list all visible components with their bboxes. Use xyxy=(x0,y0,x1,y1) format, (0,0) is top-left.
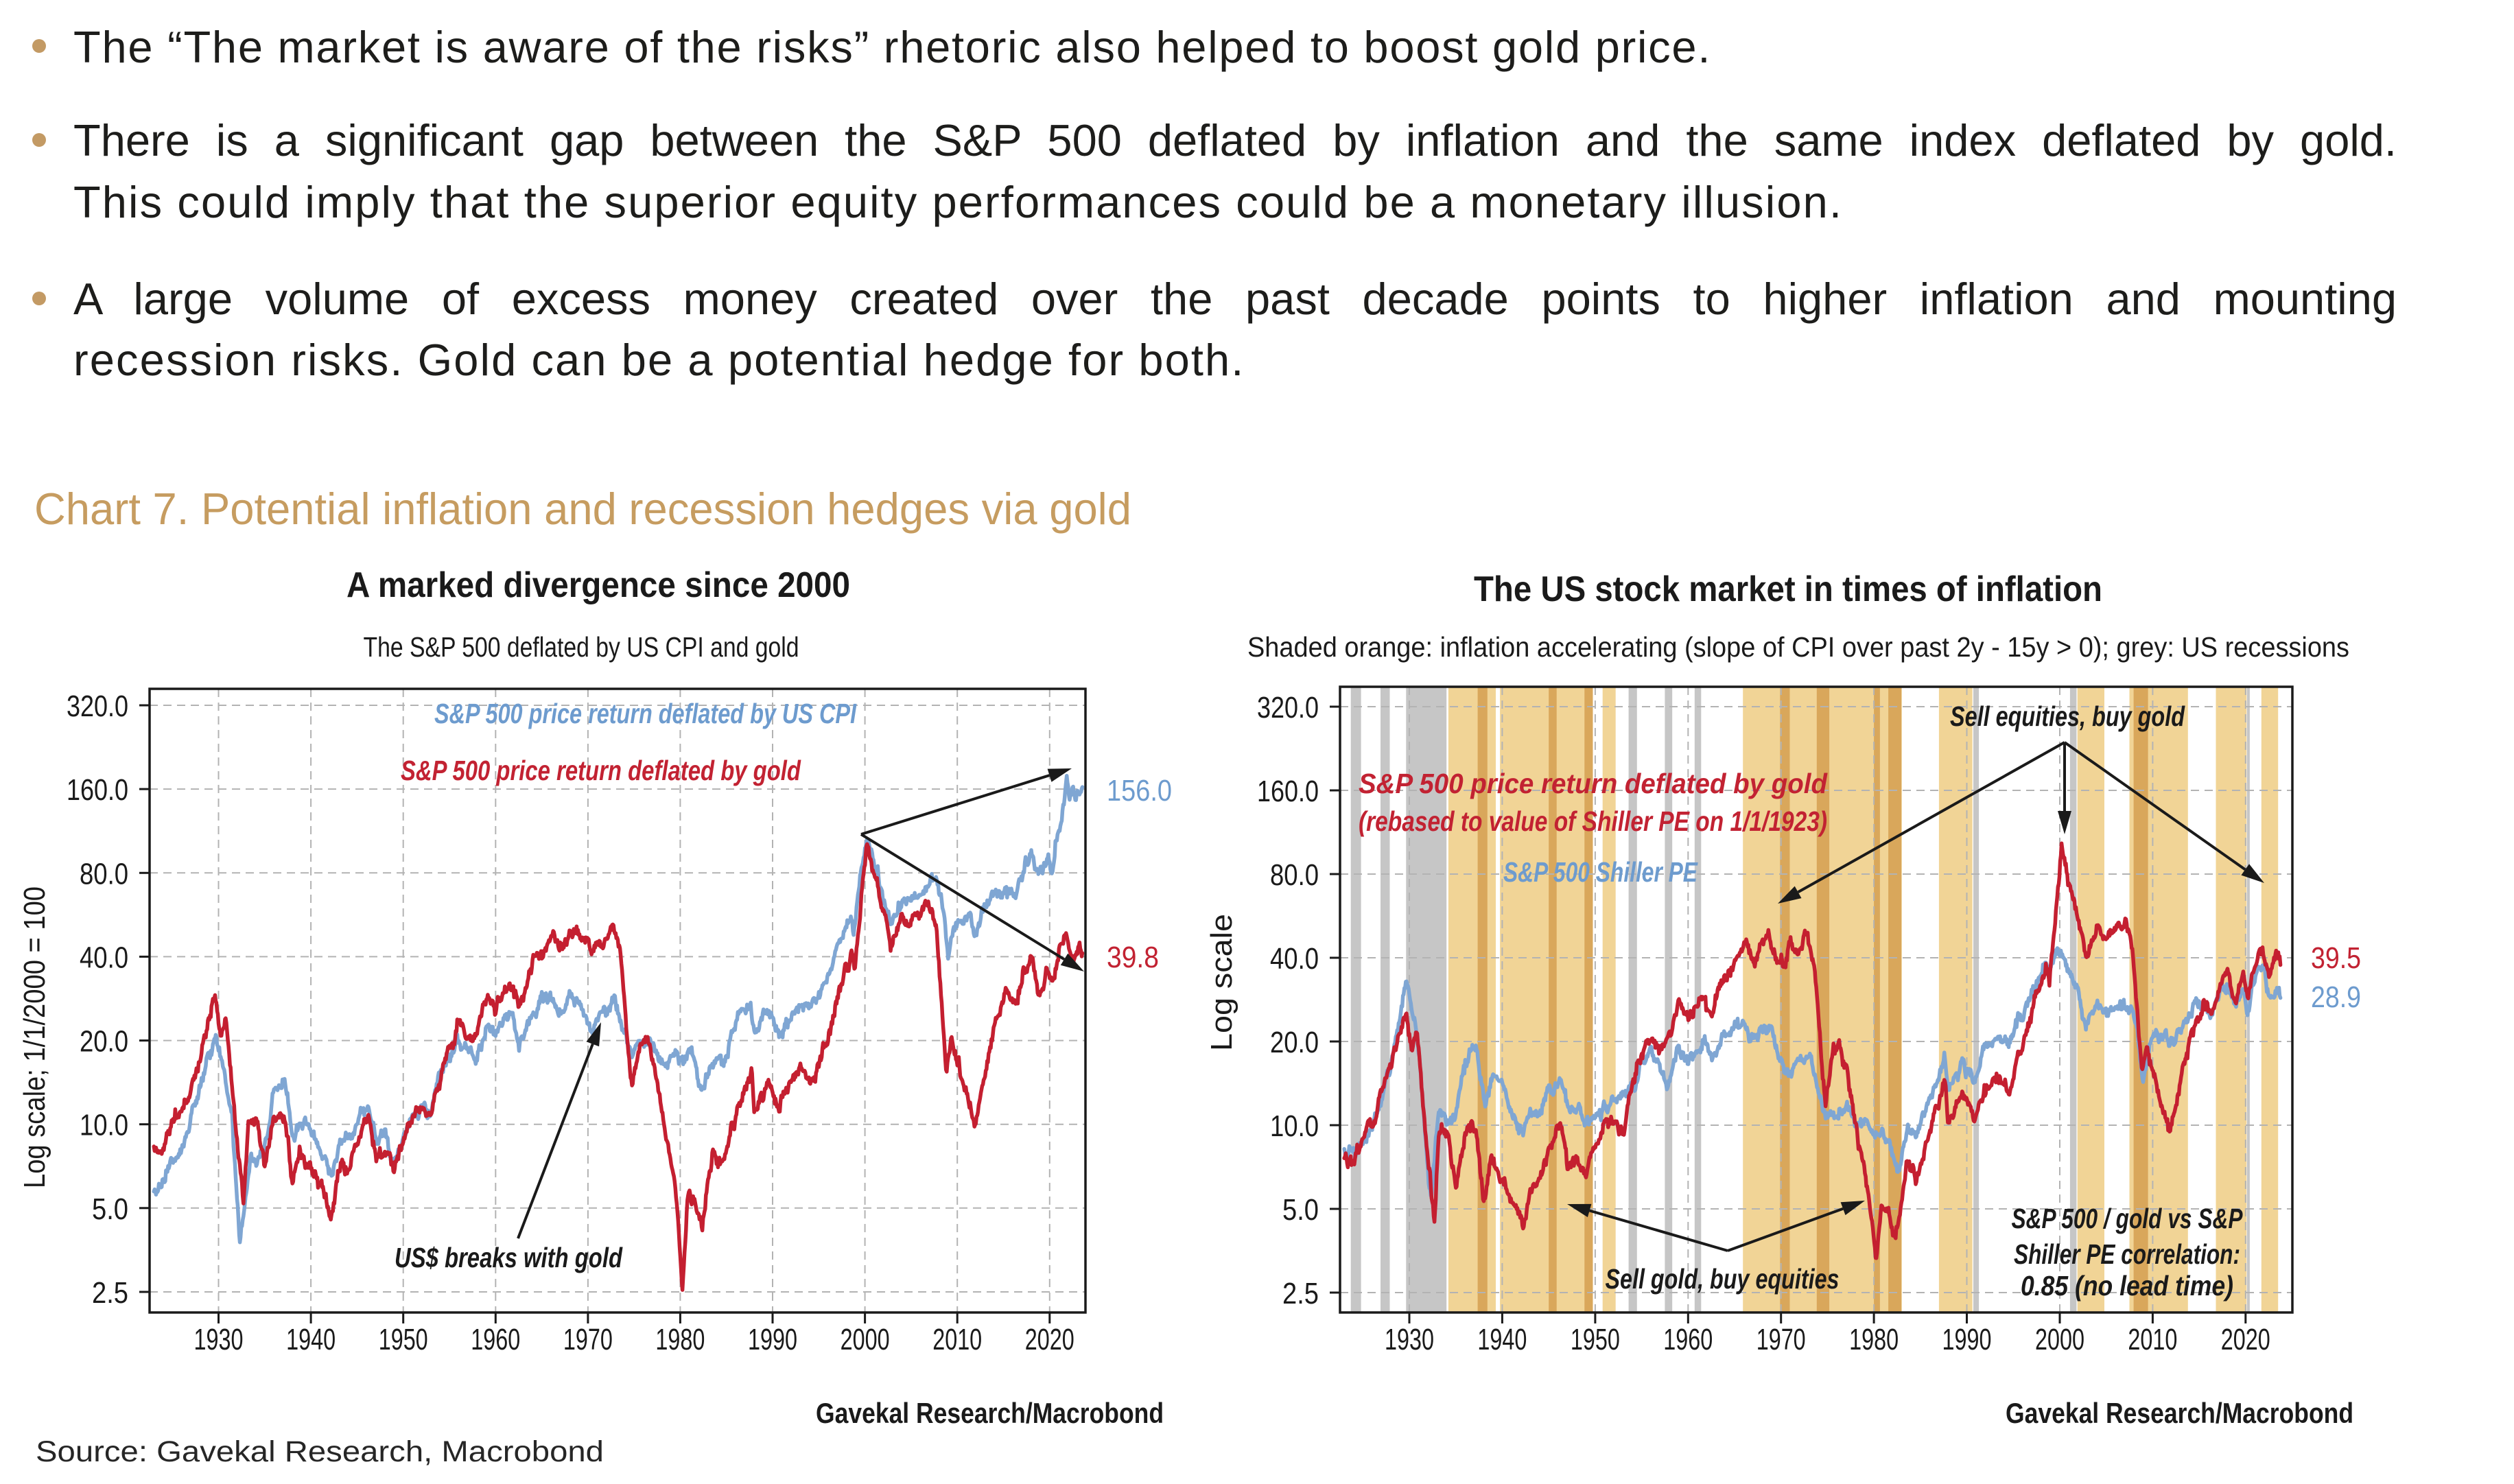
svg-text:39.8: 39.8 xyxy=(1107,941,1159,974)
svg-text:1960: 1960 xyxy=(471,1323,520,1356)
svg-text:40.0: 40.0 xyxy=(80,941,128,974)
svg-text:80.0: 80.0 xyxy=(80,857,128,891)
svg-text:1990: 1990 xyxy=(1942,1323,1992,1356)
svg-text:The US stock market in times o: The US stock market in times of inflatio… xyxy=(1474,569,2102,609)
svg-text:Shaded orange: inflation accel: Shaded orange: inflation accelerating (s… xyxy=(1247,631,2349,663)
svg-text:2010: 2010 xyxy=(932,1323,982,1356)
svg-text:1930: 1930 xyxy=(194,1323,244,1356)
svg-text:1980: 1980 xyxy=(655,1323,705,1356)
svg-text:20.0: 20.0 xyxy=(80,1025,128,1059)
svg-text:1970: 1970 xyxy=(1757,1323,1806,1356)
svg-text:1980: 1980 xyxy=(1849,1323,1899,1356)
svg-text:2020: 2020 xyxy=(2221,1323,2270,1356)
svg-text:320.0: 320.0 xyxy=(67,690,128,723)
svg-text:A marked divergence since 2000: A marked divergence since 2000 xyxy=(346,565,850,605)
svg-text:Source: Gavekal Research, Macr: Source: Gavekal Research, Macrobond xyxy=(36,1435,604,1468)
svg-text:80.0: 80.0 xyxy=(1270,858,1319,892)
svg-text:Log scale; 1/1/2000 = 100: Log scale; 1/1/2000 = 100 xyxy=(18,886,51,1188)
svg-text:1940: 1940 xyxy=(286,1323,336,1356)
svg-text:5.0: 5.0 xyxy=(1282,1193,1319,1227)
svg-text:The S&P 500 deflated by US CPI: The S&P 500 deflated by US CPI and gold xyxy=(364,631,799,663)
svg-text:5.0: 5.0 xyxy=(92,1192,128,1226)
svg-text:2.5: 2.5 xyxy=(1282,1277,1319,1310)
svg-text:1960: 1960 xyxy=(1663,1323,1713,1356)
svg-text:20.0: 20.0 xyxy=(1270,1026,1319,1059)
svg-text:1990: 1990 xyxy=(748,1323,797,1356)
svg-text:S&P 500 Shiller PE: S&P 500 Shiller PE xyxy=(1503,856,1698,888)
svg-text:(rebased to value of Shiller P: (rebased to value of Shiller PE on 1/1/1… xyxy=(1359,805,1827,837)
svg-text:S&P 500 price return deflated: S&P 500 price return deflated by gold xyxy=(1359,768,1828,799)
svg-text:2000: 2000 xyxy=(841,1323,890,1356)
svg-text:Shiller PE correlation:: Shiller PE correlation: xyxy=(2014,1238,2240,1270)
svg-text:2010: 2010 xyxy=(2128,1323,2177,1356)
svg-text:2020: 2020 xyxy=(1025,1323,1074,1356)
svg-text:2.5: 2.5 xyxy=(92,1276,128,1310)
svg-text:39.5: 39.5 xyxy=(2311,941,2361,975)
svg-text:0.85 (no lead time): 0.85 (no lead time) xyxy=(2021,1270,2233,1302)
svg-text:2000: 2000 xyxy=(2035,1323,2084,1356)
svg-text:Gavekal Research/Macrobond: Gavekal Research/Macrobond xyxy=(2006,1397,2353,1429)
svg-text:Sell gold, buy equities: Sell gold, buy equities xyxy=(1606,1263,1840,1295)
svg-text:1930: 1930 xyxy=(1385,1323,1434,1356)
svg-text:US$ breaks with gold: US$ breaks with gold xyxy=(395,1242,623,1273)
svg-text:Chart 7. Potential inflation a: Chart 7. Potential inflation and recessi… xyxy=(34,484,1131,534)
svg-text:1940: 1940 xyxy=(1477,1323,1527,1356)
svg-text:40.0: 40.0 xyxy=(1270,942,1319,976)
svg-text:160.0: 160.0 xyxy=(1257,775,1319,808)
svg-text:S&P 500 / gold vs S&P: S&P 500 / gold vs S&P xyxy=(2012,1203,2244,1234)
svg-text:S&P 500 price return deflated: S&P 500 price return deflated by gold xyxy=(401,755,801,786)
svg-text:28.9: 28.9 xyxy=(2311,980,2361,1014)
svg-text:S&P 500 price return deflated: S&P 500 price return deflated by US CPI xyxy=(434,698,857,729)
svg-text:160.0: 160.0 xyxy=(67,773,128,807)
svg-text:Log scale: Log scale xyxy=(1205,914,1238,1051)
svg-text:Gavekal Research/Macrobond: Gavekal Research/Macrobond xyxy=(816,1397,1164,1429)
svg-text:320.0: 320.0 xyxy=(1257,691,1319,725)
svg-text:1950: 1950 xyxy=(379,1323,428,1356)
svg-text:1970: 1970 xyxy=(563,1323,613,1356)
svg-text:10.0: 10.0 xyxy=(80,1109,128,1142)
svg-text:156.0: 156.0 xyxy=(1107,774,1172,808)
svg-text:1950: 1950 xyxy=(1571,1323,1620,1356)
svg-text:10.0: 10.0 xyxy=(1270,1109,1319,1143)
svg-text:Sell equities, buy gold: Sell equities, buy gold xyxy=(1950,700,2185,732)
